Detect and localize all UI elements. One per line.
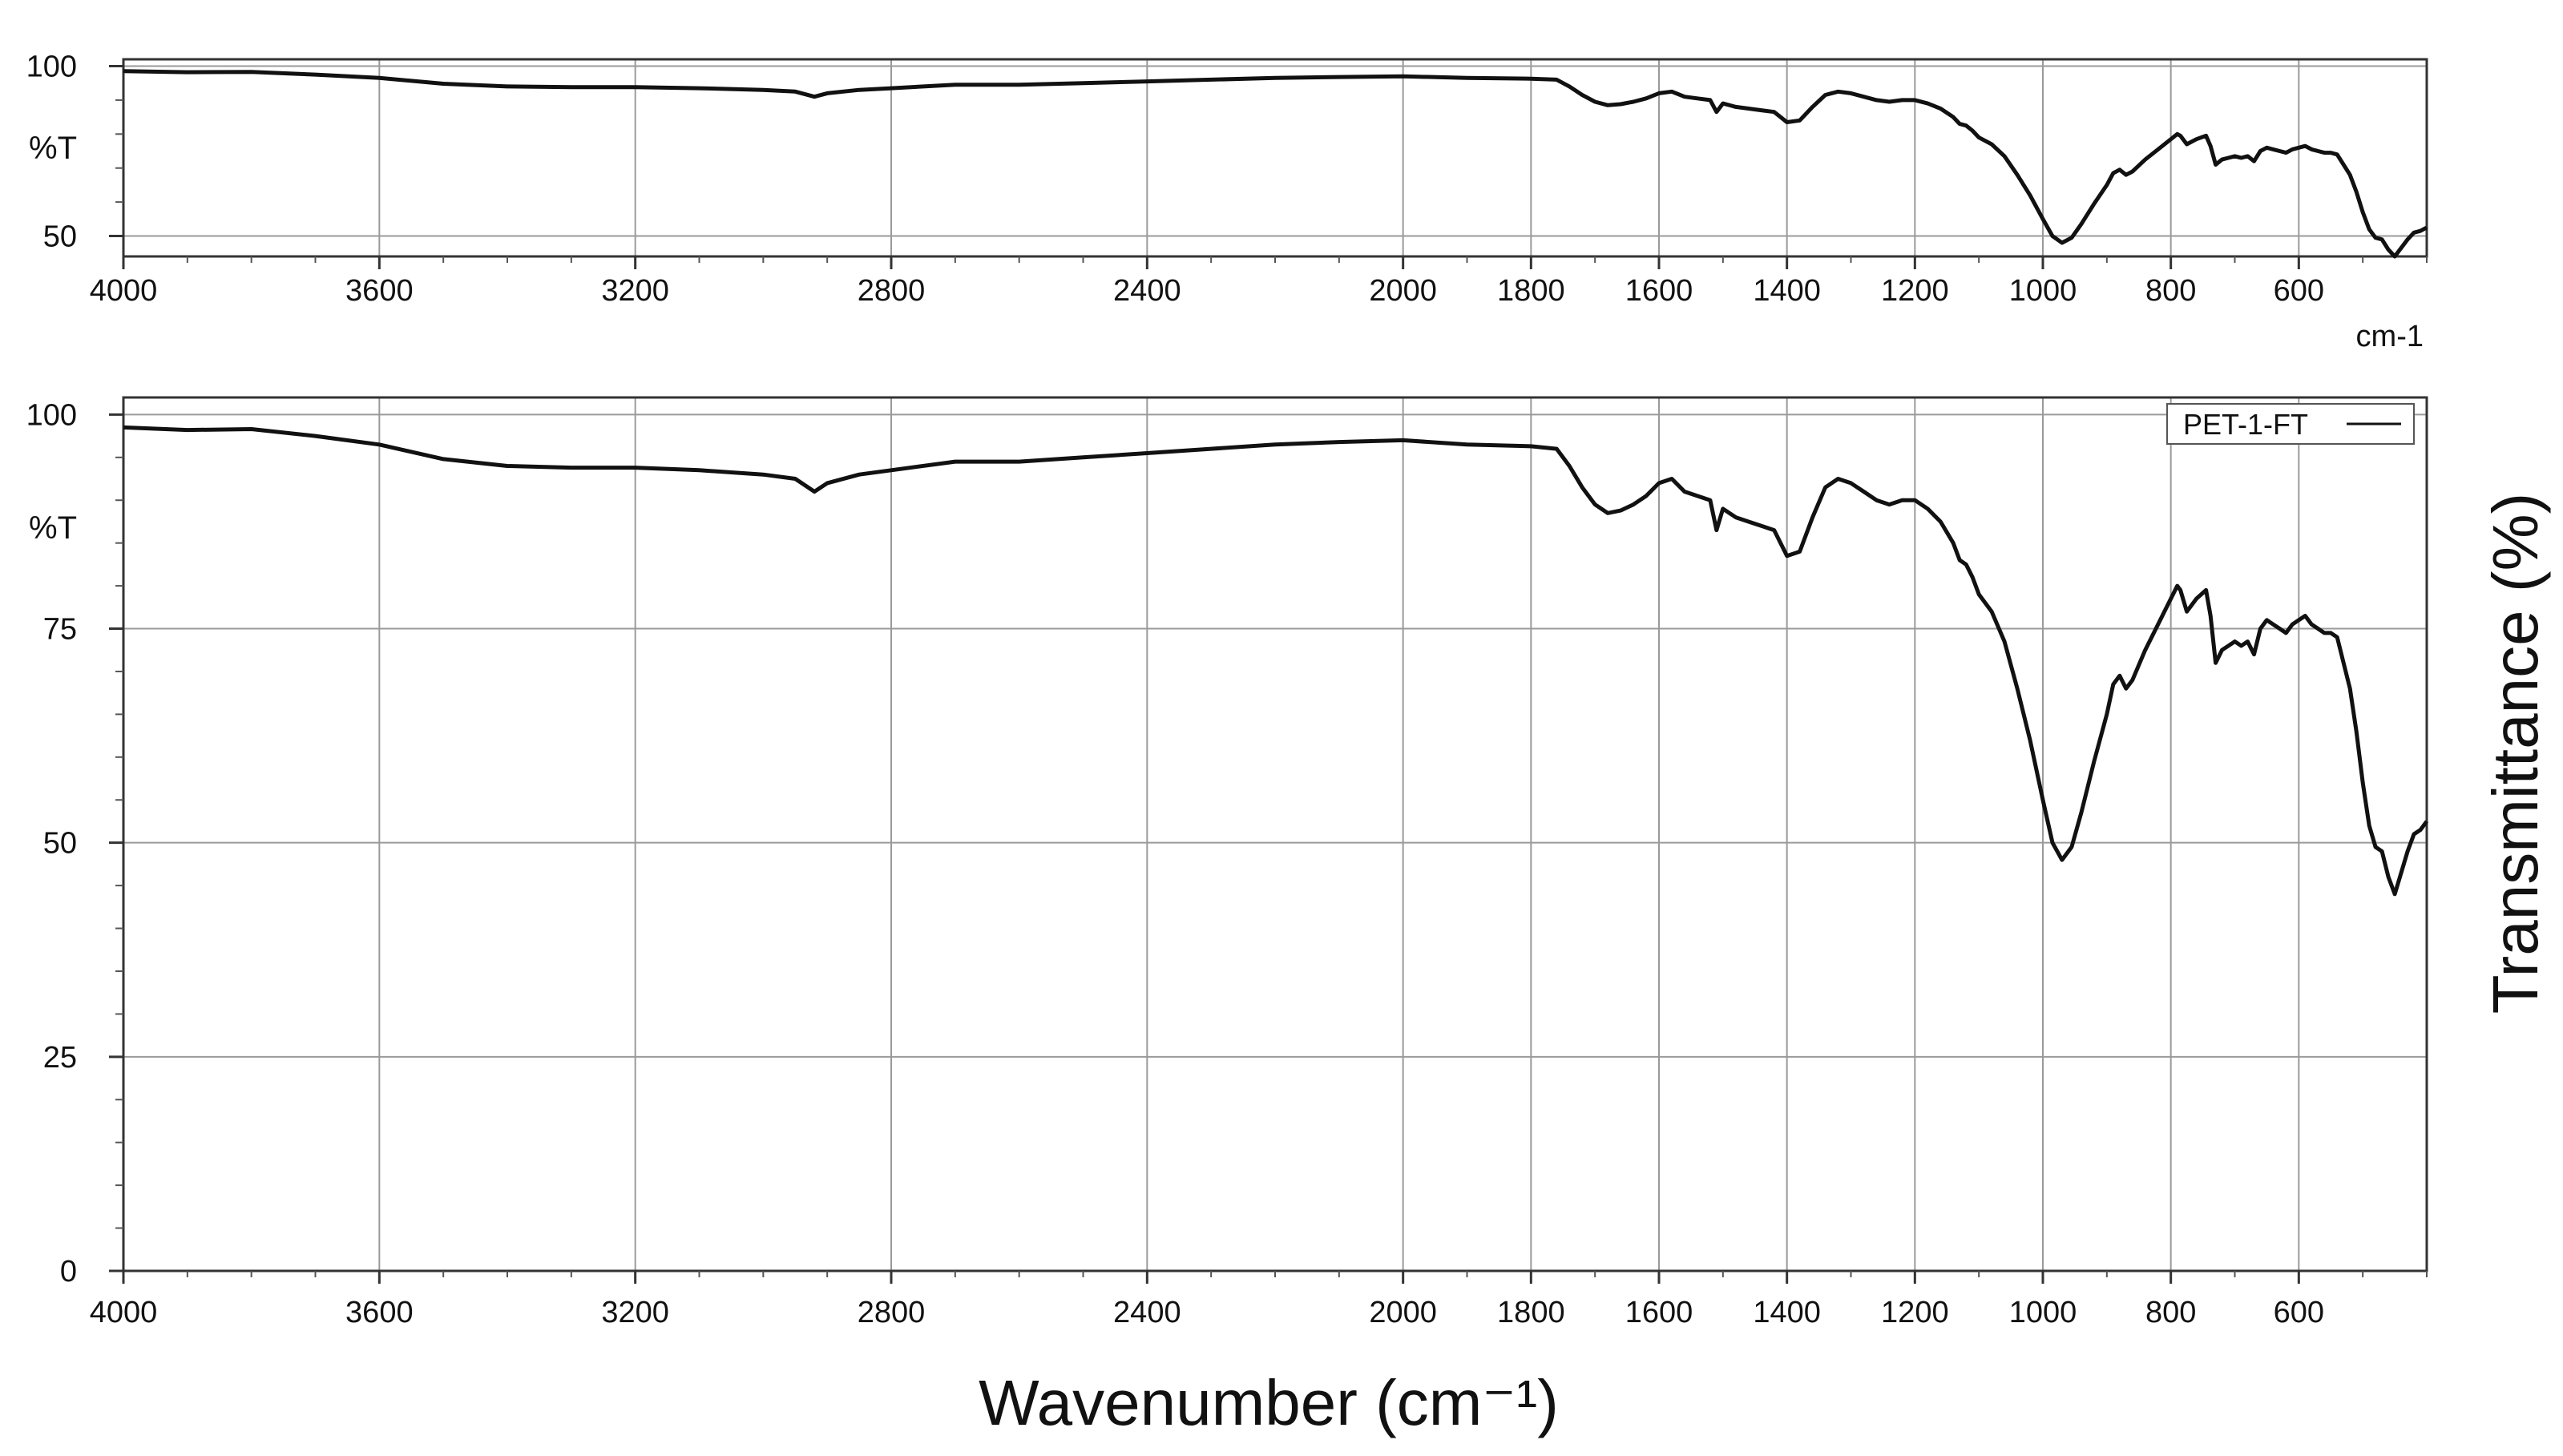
bottom-plot-frame [122,396,2428,1272]
top-x-tick-label: 2000 [1369,274,1437,308]
bottom-x-tick-label: 2800 [858,1296,926,1329]
top-x-tick-label: 1000 [2009,274,2077,308]
bottom-y-tick-label: 0 [60,1255,77,1289]
bottom-x-tick-label: 1400 [1753,1296,1821,1329]
top-x-tick-label: 800 [2145,274,2196,308]
bottom-x-tick-label: 1200 [1881,1296,1949,1329]
top-y-tick-label: 100 [26,50,77,83]
bottom-x-tick-label: 1000 [2009,1296,2077,1329]
bottom-y-tick-label: 25 [43,1041,77,1075]
legend-entry-label: PET-1-FT [2183,408,2308,441]
top-x-tick-label: 4000 [90,274,158,308]
bottom-spectrum-line [123,425,2429,897]
bottom-y-axis-label: %T [29,510,77,546]
top-spectrum-line [123,69,2428,259]
bottom-y-tick-label: 75 [43,613,77,647]
bottom-x-tick-label: 1800 [1497,1296,1565,1329]
bottom-x-tick-label: 3200 [601,1296,669,1329]
bottom-x-tick-label: 1600 [1625,1296,1693,1329]
bottom-x-tick-label: 4000 [90,1296,158,1329]
bottom-y-ticks: 100 75 50 25 0 [26,398,123,1289]
top-x-tick-label: 2400 [1113,274,1181,308]
bottom-x-tick-label: 2000 [1369,1296,1437,1329]
bottom-y-tick-label: 50 [43,827,77,861]
top-grid [123,59,2427,256]
top-x-tick-label: 1200 [1881,274,1949,308]
top-x-tick-label: 2800 [858,274,926,308]
top-x-unit-label: cm-1 [2356,320,2424,353]
bottom-grid [123,397,2427,1272]
top-x-tick-label: 3600 [345,274,414,308]
x-axis-title: Wavenumber (cm⁻¹) [979,1367,1559,1438]
top-x-tick-label: 1600 [1625,274,1693,308]
bottom-x-tick-label: 800 [2145,1296,2196,1329]
top-x-tick-label: 3200 [601,274,669,308]
top-y-axis-label: %T [29,131,77,166]
bottom-minor-ticks [115,413,2428,1277]
bottom-x-tick-label: 600 [2274,1296,2324,1329]
bottom-panel: 100 75 50 25 0 4000 3600 3200 2800 2400 2000 1800 1… [26,396,2429,1329]
bottom-x-tick-label: 3600 [345,1296,414,1329]
top-x-tick-label: 600 [2274,274,2324,308]
top-y-tick-label: 50 [43,220,77,254]
bottom-x-ticks: 4000 3600 3200 2800 2400 2000 1800 1600 1400 1200… [90,1271,2324,1329]
y-axis-title: Transmittance (%) [2480,493,2551,1014]
top-y-ticks: 100 50 [26,50,123,254]
bottom-y-tick-label: 100 [26,398,77,432]
top-minor-ticks [115,65,2428,263]
legend: PET-1-FT [2166,403,2415,445]
top-x-ticks: 4000 3600 3200 2800 2400 2000 1800 1600 1400 1200… [90,256,2324,308]
top-panel: 100 50 4000 3600 3200 2800 2400 2000 1800 1600 14… [26,50,2428,353]
top-x-tick-label: 1800 [1497,274,1565,308]
bottom-x-tick-label: 2400 [1113,1296,1181,1329]
top-x-tick-label: 1400 [1753,274,1821,308]
